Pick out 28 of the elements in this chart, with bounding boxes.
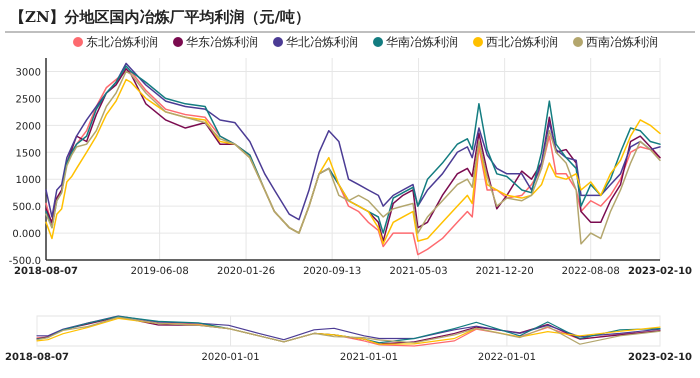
y-tick-label: 1500 [16, 148, 41, 160]
x-tick-label: 2019-06-08 [130, 266, 189, 277]
x-tick-label: 2020-01-26 [217, 266, 276, 277]
y-tick-label: 500.0 [12, 202, 41, 214]
x-tick-label: 2020-09-13 [303, 266, 362, 277]
y-tick-label: 2000 [16, 121, 41, 132]
y-tick-label: 3000 [16, 67, 41, 78]
x-tick-label: 2021-01-01 [340, 352, 398, 363]
legend-label: 华东冶炼利润 [186, 35, 258, 49]
x-tick-label: 2021-12-20 [476, 266, 534, 277]
legend-label: 华北冶炼利润 [286, 35, 358, 49]
y-tick-label: 0.000 [12, 229, 41, 240]
x-tick-label: 2018-08-07 [14, 266, 78, 277]
legend-label: 东北冶炼利润 [86, 35, 158, 49]
x-tick-label: 2022-01-01 [478, 352, 536, 363]
legend-label: 西南冶炼利润 [586, 35, 658, 49]
y-tick-label: 1000 [16, 175, 41, 186]
x-tick-label: 2021-05-03 [390, 266, 448, 277]
y-tick-label: 2500 [16, 94, 41, 106]
x-tick-label: 2023-02-10 [628, 266, 692, 277]
legend-label: 华南冶炼利润 [386, 35, 458, 49]
chart-title: 【ZN】分地区国内冶炼厂平均利润（元/吨） [10, 8, 310, 26]
legend-label: 西北冶炼利润 [486, 35, 558, 49]
x-tick-label: 2023-02-10 [628, 352, 692, 363]
y-tick-label: -500.0 [8, 256, 41, 267]
x-tick-label: 2020-01-01 [201, 352, 260, 363]
x-tick-label: 2018-08-07 [5, 352, 70, 363]
x-tick-label: 2022-08-08 [562, 266, 620, 277]
